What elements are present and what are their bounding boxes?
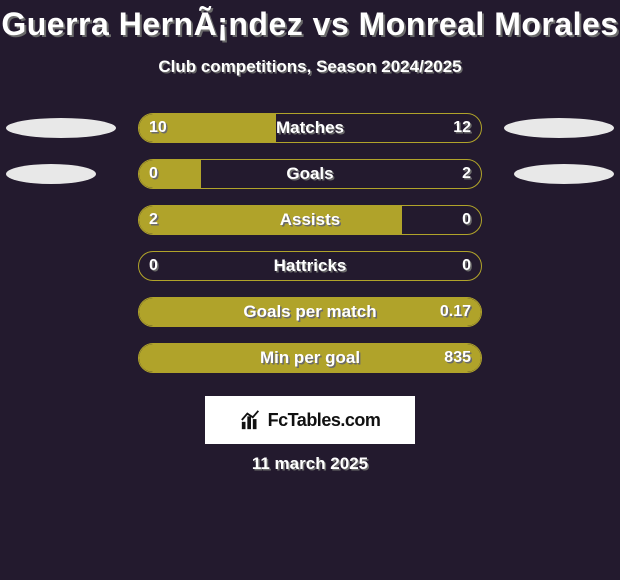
stat-value-left: 0	[149, 257, 158, 275]
stat-bar-track: Min per goal835	[138, 343, 482, 373]
stat-bar-track: Goals per match0.17	[138, 297, 482, 327]
stat-row: Assists20	[0, 205, 620, 235]
date-text: 11 march 2025	[0, 454, 620, 474]
logo-bars-icon	[240, 409, 262, 431]
player-ellipse-left	[6, 164, 96, 184]
stat-rows: Matches1012Goals02Assists20Hattricks00Go…	[0, 113, 620, 373]
player-ellipse-left	[6, 118, 116, 138]
stat-label: Hattricks	[139, 256, 481, 276]
stat-row: Hattricks0 0	[0, 251, 620, 281]
stat-bar-track: Assists20	[138, 205, 482, 235]
stat-bar-track: Hattricks0 0	[138, 251, 482, 281]
stat-row: Goals02	[0, 159, 620, 189]
logo-box: FcTables.com	[205, 396, 415, 444]
stat-value-right: 0	[462, 257, 471, 275]
logo-text: FcTables.com	[268, 410, 381, 431]
stat-fill-left	[139, 298, 481, 326]
comparison-card: Guerra HernÃ¡ndez vs Monreal Morales Clu…	[0, 0, 620, 580]
stat-value-right: 12	[453, 119, 471, 137]
stat-fill-left	[139, 160, 201, 188]
title: Guerra HernÃ¡ndez vs Monreal Morales	[0, 0, 620, 43]
stat-bar-track: Matches1012	[138, 113, 482, 143]
stat-row: Goals per match0.17	[0, 297, 620, 327]
player-ellipse-right	[504, 118, 614, 138]
stat-fill-left	[139, 114, 276, 142]
stat-row: Min per goal835	[0, 343, 620, 373]
stat-row: Matches1012	[0, 113, 620, 143]
stat-fill-left	[139, 206, 402, 234]
subtitle: Club competitions, Season 2024/2025	[0, 57, 620, 77]
stat-fill-left	[139, 344, 481, 372]
player-ellipse-right	[514, 164, 614, 184]
stat-value-right: 2	[462, 165, 471, 183]
stat-value-right: 0	[462, 211, 471, 229]
stat-bar-track: Goals02	[138, 159, 482, 189]
